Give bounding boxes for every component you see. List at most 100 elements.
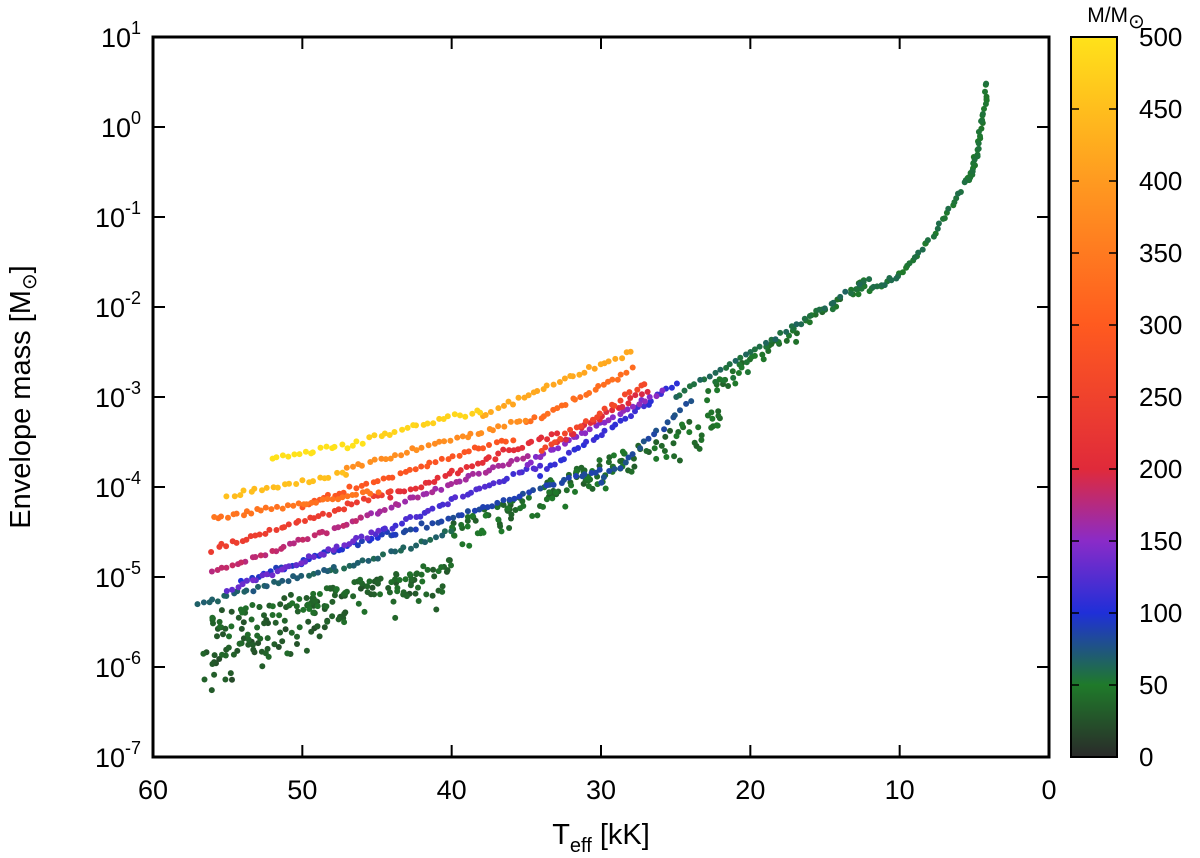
data-point: [305, 553, 312, 560]
data-point: [358, 538, 365, 545]
data-point: [299, 536, 306, 543]
data-point: [239, 609, 246, 616]
data-point: [329, 598, 336, 605]
data-point: [303, 647, 310, 654]
data-point: [422, 479, 429, 486]
data-point: [543, 466, 550, 472]
data-point: [440, 416, 447, 422]
data-point: [225, 644, 232, 651]
data-point: [378, 433, 385, 440]
x-axis-title: Teff [kK]: [552, 819, 650, 857]
data-point: [930, 233, 937, 240]
data-point: [475, 460, 481, 467]
data-point: [396, 577, 403, 583]
data-point: [945, 205, 952, 212]
data-point: [629, 451, 636, 458]
data-point: [538, 434, 545, 441]
data-point: [255, 640, 262, 647]
data-point: [302, 518, 308, 524]
data-point: [464, 523, 471, 530]
data-point: [563, 487, 570, 494]
data-point: [448, 562, 454, 569]
data-point: [277, 629, 284, 636]
data-point: [350, 463, 356, 470]
data-point: [265, 653, 272, 660]
data-point: [271, 641, 278, 648]
data-point: [281, 595, 288, 602]
data-point: [388, 579, 395, 586]
data-point: [381, 507, 388, 513]
data-point: [482, 412, 489, 418]
data-point: [218, 540, 225, 547]
data-point: [375, 489, 382, 496]
data-point: [424, 566, 431, 573]
colorbar-tick-label: 200: [1139, 454, 1182, 484]
data-point: [316, 529, 323, 536]
data-point: [469, 463, 476, 470]
data-point: [293, 481, 300, 487]
data-point: [249, 602, 256, 608]
data-point: [759, 351, 766, 358]
data-point: [257, 507, 264, 514]
data-point: [419, 578, 426, 585]
data-point: [601, 405, 608, 412]
data-point: [303, 501, 310, 508]
data-point: [321, 567, 328, 573]
data-point: [544, 410, 551, 417]
data-point: [223, 593, 230, 599]
data-point: [311, 532, 318, 539]
data-point: [670, 414, 677, 421]
data-point: [240, 635, 247, 642]
data-point: [596, 466, 603, 473]
data-point: [516, 418, 523, 425]
data-point: [299, 477, 306, 484]
data-point: [222, 676, 229, 683]
data-point: [934, 225, 941, 232]
data-point: [575, 445, 582, 451]
data-point: [226, 633, 232, 640]
data-point: [458, 521, 465, 528]
data-point: [601, 427, 608, 434]
data-point: [374, 555, 381, 562]
data-point: [893, 275, 900, 282]
data-point: [388, 548, 395, 555]
data-point: [561, 430, 568, 437]
data-point: [240, 487, 247, 494]
data-point: [673, 394, 680, 400]
data-point: [653, 439, 660, 446]
data-point: [371, 591, 378, 598]
data-point: [445, 515, 452, 522]
data-point: [254, 624, 261, 631]
data-point: [367, 459, 374, 465]
data-point: [558, 457, 564, 464]
data-point: [609, 424, 616, 431]
data-point: [543, 482, 550, 489]
data-point: [243, 536, 250, 543]
data-point: [294, 633, 300, 640]
data-point: [712, 378, 719, 385]
data-point: [284, 650, 291, 657]
data-point: [522, 417, 529, 424]
data-point: [586, 426, 593, 433]
data-point: [572, 488, 578, 495]
y-tick-label: 101: [101, 18, 141, 53]
data-point: [772, 336, 779, 343]
data-point: [551, 439, 558, 446]
data-point: [565, 474, 572, 481]
data-point: [413, 542, 420, 549]
data-point: [406, 571, 413, 578]
data-point: [364, 535, 371, 542]
data-point: [516, 493, 523, 500]
data-point: [231, 493, 238, 500]
data-point: [424, 507, 431, 514]
data-point: [629, 364, 636, 371]
data-point: [230, 511, 237, 518]
data-point: [596, 457, 603, 464]
data-point: [343, 464, 350, 471]
data-point: [465, 434, 472, 441]
data-point: [279, 566, 285, 573]
data-point: [743, 351, 749, 358]
data-point: [458, 512, 465, 519]
data-point: [325, 546, 332, 553]
data-point: [486, 426, 493, 432]
